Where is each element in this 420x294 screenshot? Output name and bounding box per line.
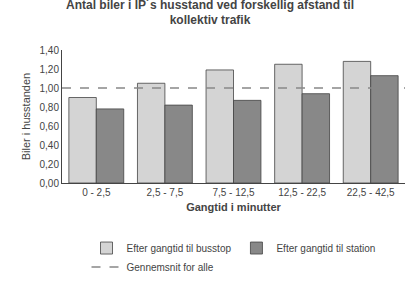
- svg-text:1,40: 1,40: [40, 45, 60, 56]
- svg-text:2,5 - 7,5: 2,5 - 7,5: [147, 187, 184, 198]
- svg-text:Efter gangtid til busstop: Efter gangtid til busstop: [127, 243, 232, 254]
- svg-text:12,5 - 22,5: 12,5 - 22,5: [278, 187, 326, 198]
- svg-text:Biler i husstanden: Biler i husstanden: [20, 73, 32, 160]
- svg-text:Antal biler i IP´s husstand ve: Antal biler i IP´s husstand ved forskell…: [66, 0, 354, 27]
- svg-text:0,60: 0,60: [40, 121, 60, 132]
- svg-text:0,40: 0,40: [40, 140, 60, 151]
- svg-text:Efter gangtid til station: Efter gangtid til station: [276, 243, 375, 254]
- svg-text:1,00: 1,00: [40, 83, 60, 94]
- svg-text:0 - 2,5: 0 - 2,5: [82, 187, 111, 198]
- svg-text:22,5 - 42,5: 22,5 - 42,5: [347, 187, 395, 198]
- svg-text:0,80: 0,80: [40, 102, 60, 113]
- svg-text:Gangtid i minutter: Gangtid i minutter: [186, 201, 281, 213]
- svg-text:0,20: 0,20: [40, 159, 60, 170]
- svg-text:0,00: 0,00: [40, 178, 60, 189]
- svg-text:7,5 - 12,5: 7,5 - 12,5: [212, 187, 255, 198]
- svg-text:Gennemsnit for alle: Gennemsnit for alle: [127, 262, 214, 273]
- svg-text:1,20: 1,20: [40, 64, 60, 75]
